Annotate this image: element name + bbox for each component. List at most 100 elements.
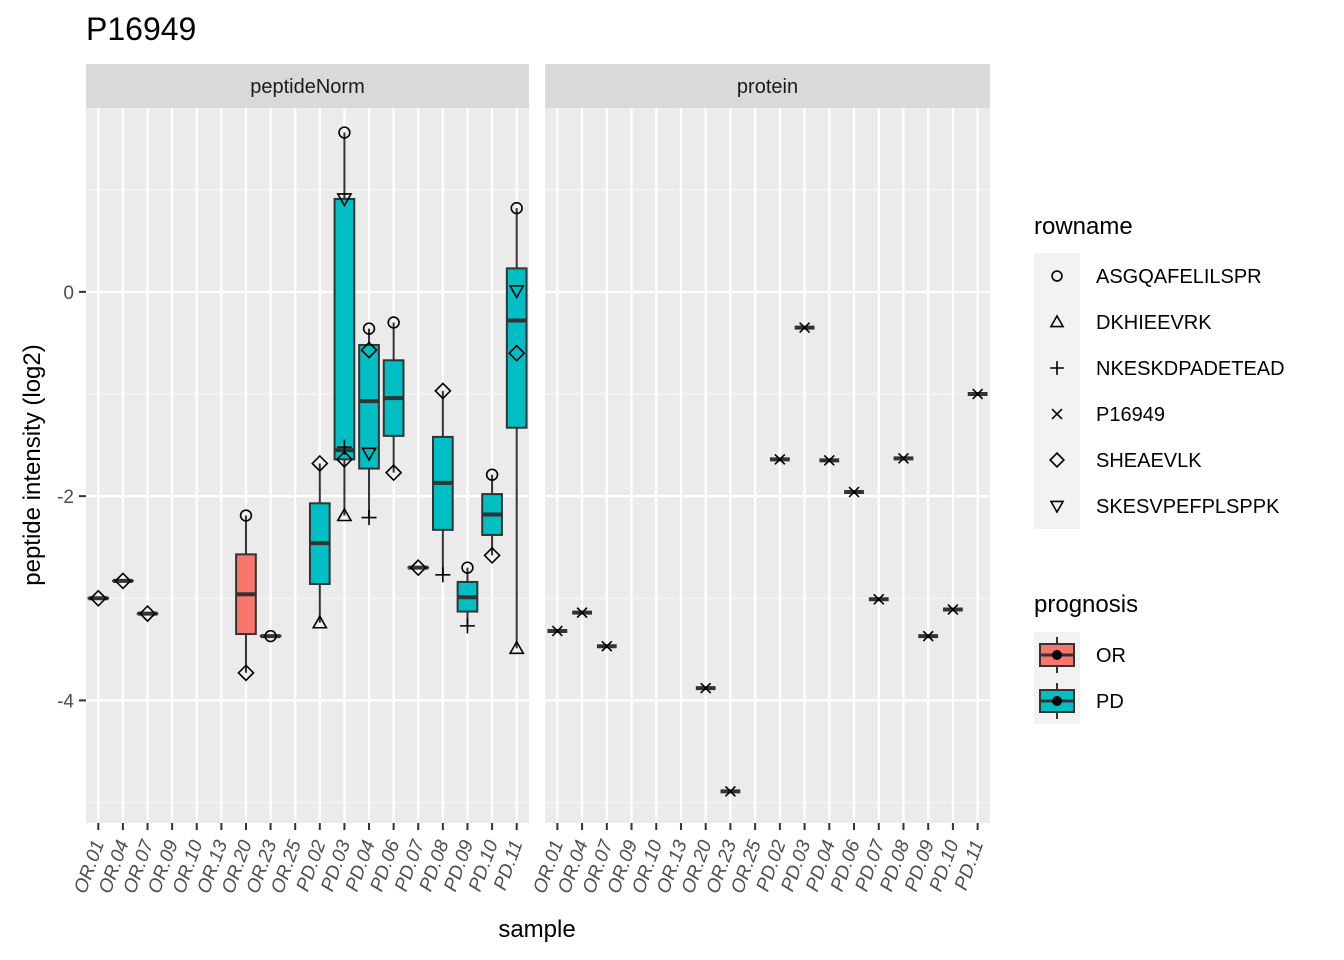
protein-point [724, 785, 736, 797]
legend-title-prognosis: prognosis [1034, 591, 1138, 618]
legend-key-dot [1052, 650, 1062, 660]
data-point [461, 561, 474, 574]
box-body [505, 267, 528, 429]
protein-or-04 [572, 607, 592, 619]
legend-label: OR [1096, 645, 1126, 667]
data-point [114, 572, 132, 590]
data-point [362, 322, 376, 335]
data-point [89, 589, 107, 607]
box-pd-11 [505, 208, 528, 649]
facet-panel-peptidenorm: peptideNormOR.01OR.04OR.07OR.09OR.10OR.1… [70, 64, 529, 896]
legend-label: SHEAEVLK [1096, 450, 1202, 472]
protein-or-01 [547, 625, 568, 637]
protein-or-07 [596, 640, 617, 652]
protein-pd-08 [893, 452, 914, 464]
data-point [360, 341, 378, 359]
legend-key-shape [1049, 500, 1065, 514]
legend-label: DKHIEEVRK [1096, 312, 1212, 334]
data-point [361, 447, 378, 462]
chart-title: P16949 [86, 11, 196, 47]
y-tick-label: -4 [57, 691, 74, 712]
protein-point [823, 454, 835, 466]
data-point [311, 614, 328, 629]
data-point [385, 464, 403, 482]
panel-background [545, 108, 990, 823]
data-point [485, 468, 499, 481]
protein-point [601, 640, 613, 652]
legend-key-shape [1051, 408, 1063, 420]
facet-strip-label: protein [737, 76, 798, 98]
data-point [409, 559, 427, 577]
protein-pd-09 [918, 630, 939, 642]
data-point [361, 510, 377, 526]
legend-label: NKESKDPADETEAD [1096, 358, 1285, 380]
protein-point [700, 682, 712, 694]
data-point [239, 509, 253, 522]
box-body [358, 343, 380, 470]
protein-pd-06 [844, 486, 864, 498]
legend-label: P16949 [1096, 404, 1165, 426]
data-point [387, 316, 400, 329]
protein-pd-02 [769, 453, 790, 465]
legend-label: ASGQAFELILSPR [1096, 266, 1262, 288]
protein-point [972, 388, 984, 400]
legend-key-shape [1051, 270, 1063, 282]
data-point [338, 126, 351, 139]
protein-point [947, 604, 959, 616]
data-point [508, 285, 525, 300]
protein-pd-07 [868, 593, 889, 605]
data-point [508, 344, 526, 362]
data-point [508, 640, 525, 655]
box-pd-03 [333, 132, 356, 516]
data-point [336, 507, 353, 522]
y-axis: 0 -2 -4 [57, 283, 86, 712]
box-pd-10 [481, 474, 503, 556]
protein-point [897, 452, 909, 464]
protein-pd-03 [794, 322, 815, 334]
box-or-20 [235, 515, 257, 673]
box-pd-09 [456, 567, 479, 626]
legend-key-shape [1049, 314, 1065, 328]
legend-label: SKESVPEFPLSPPK [1096, 496, 1280, 518]
data-point [510, 201, 523, 215]
data-point [311, 454, 329, 473]
protein-point [873, 593, 885, 605]
protein-pd-04 [819, 454, 840, 466]
protein-or-23 [720, 785, 741, 797]
data-point [483, 546, 501, 565]
data-point [237, 664, 255, 682]
protein-pd-11 [967, 388, 988, 400]
data-point [264, 629, 277, 643]
protein-point [799, 322, 811, 334]
legend: rowname ASGQAFELILSPR DKHIEEVRK NKESKDPADET… [1034, 213, 1285, 724]
data-point [435, 567, 451, 583]
box-body [333, 197, 356, 461]
protein-or-20 [695, 682, 716, 694]
facet-panel-protein: proteinOR.01OR.04OR.07OR.09OR.10OR.13OR.… [530, 64, 990, 896]
protein-point [551, 625, 563, 637]
facet-strip-label: peptideNorm [250, 76, 365, 98]
data-point [336, 193, 353, 208]
legend-key-shape [1048, 451, 1066, 469]
protein-point [774, 453, 786, 465]
y-axis-title: peptide intensity (log2) [19, 344, 46, 585]
legend-key-shape [1050, 361, 1064, 375]
data-point [335, 450, 354, 469]
protein-point [576, 607, 588, 619]
legend-key-dot [1052, 696, 1062, 706]
protein-point [922, 630, 934, 642]
box-pd-04 [358, 328, 380, 518]
data-point [459, 618, 475, 634]
x-axis-title: sample [498, 916, 575, 943]
panel-background [86, 108, 529, 823]
legend-title-rowname: rowname [1034, 213, 1133, 240]
protein-point [848, 486, 860, 498]
y-tick-label: 0 [63, 283, 74, 304]
facet-strip [545, 64, 990, 108]
legend-label: PD [1096, 691, 1124, 713]
legend-key-background [1034, 253, 1080, 529]
box-pd-06 [382, 322, 405, 473]
y-tick-label: -2 [57, 487, 74, 508]
data-point [434, 382, 452, 400]
